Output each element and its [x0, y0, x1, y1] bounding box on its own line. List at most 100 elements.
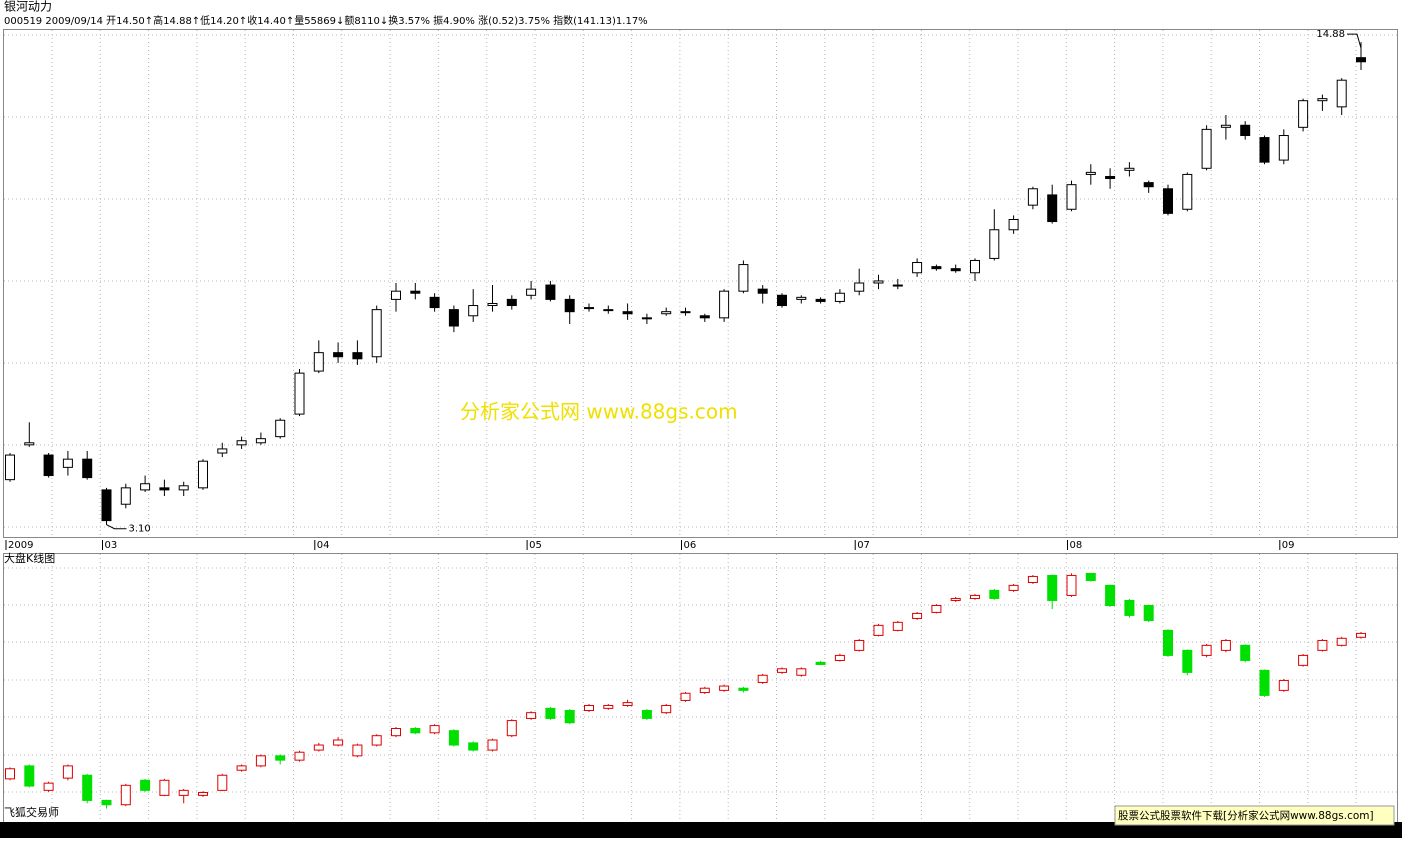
candle-body	[699, 315, 710, 319]
candle-body	[275, 755, 286, 761]
candle-body	[1240, 644, 1251, 661]
candle-body	[912, 262, 923, 274]
candle-body	[101, 799, 112, 806]
candle-body	[931, 266, 942, 270]
candle-body	[1008, 584, 1019, 591]
candle-body	[1027, 188, 1038, 206]
candle-body	[892, 284, 903, 287]
candle-body	[178, 485, 189, 491]
candle-body	[796, 296, 807, 300]
candle-body	[5, 768, 15, 780]
candle-body	[661, 704, 672, 714]
candle-body	[217, 448, 228, 454]
candle-body	[333, 739, 344, 746]
candle-body	[1201, 644, 1212, 656]
candle-body	[506, 298, 517, 307]
candle-body	[815, 298, 826, 302]
candle-body	[1220, 124, 1231, 128]
x-tick-label: 05	[529, 540, 542, 551]
candle-body	[545, 284, 556, 300]
candle-body	[313, 744, 324, 751]
candle-body	[970, 594, 980, 599]
candle-body	[294, 751, 305, 761]
candle-body	[1027, 575, 1038, 583]
candle-body	[101, 489, 112, 522]
candle-body	[333, 352, 344, 358]
candle-body	[448, 730, 459, 746]
candle-body	[1336, 637, 1347, 646]
candle-body	[506, 720, 517, 737]
candle-body	[1356, 57, 1366, 63]
candle-body	[1085, 572, 1096, 581]
candle-body	[931, 605, 942, 613]
candle-body	[970, 259, 980, 274]
candle-body	[738, 687, 749, 691]
candle-body	[294, 372, 305, 415]
candle-body	[834, 292, 845, 302]
candle-body	[796, 668, 807, 676]
candle-body	[1047, 194, 1058, 223]
candle-body	[584, 704, 594, 712]
candle-body	[82, 458, 93, 479]
candle-body	[236, 765, 247, 771]
watermark: 分析家公式网 www.88gs.com	[460, 400, 738, 424]
candle-body	[1278, 679, 1289, 691]
x-tick-label: 08	[1070, 540, 1083, 551]
candle-body	[487, 739, 498, 751]
x-tick-label: 03	[105, 540, 118, 551]
ad-box	[1114, 805, 1395, 826]
candle-body	[622, 702, 633, 706]
annotation-leader	[1347, 33, 1362, 49]
candle-body	[468, 742, 479, 751]
candle-body	[352, 352, 363, 360]
x-tick-label: 06	[684, 540, 697, 551]
header-line: 000519 2009/09/14 开14.50↑高14.88↑低14.20↑收…	[4, 14, 648, 27]
candle-body	[1143, 605, 1154, 621]
candle-body	[43, 454, 54, 477]
candle-body	[564, 298, 575, 313]
candle-body	[989, 229, 1000, 259]
candle-body	[1008, 219, 1019, 231]
candle-body	[777, 294, 787, 307]
candle-body	[1143, 182, 1154, 188]
candle-body	[1182, 649, 1193, 673]
candle-body	[699, 687, 710, 694]
candle-body	[777, 668, 787, 673]
candle-body	[120, 487, 131, 505]
candle-body	[1259, 137, 1270, 163]
annotation-label: 14.88	[1316, 29, 1345, 40]
candle-body	[1220, 639, 1231, 651]
candle-body	[1105, 175, 1116, 180]
candle-body	[1085, 171, 1096, 175]
index-title: 大盘K线图	[4, 551, 55, 565]
candle-body	[854, 282, 865, 292]
candle-body	[1066, 184, 1077, 210]
candle-body	[564, 710, 575, 724]
candle-body	[641, 317, 652, 320]
candle-body	[371, 309, 382, 358]
candle-body	[526, 712, 537, 719]
candle-body	[719, 685, 730, 691]
candle-body	[1124, 167, 1135, 171]
candle-body	[1259, 669, 1270, 696]
candle-body	[1047, 574, 1058, 601]
candle-body	[429, 725, 440, 734]
candle-body	[468, 305, 479, 317]
candle-body	[1298, 100, 1309, 128]
candle-body	[622, 311, 633, 315]
candle-body	[1201, 128, 1212, 169]
candle-body	[950, 597, 961, 601]
candle-body	[719, 290, 730, 319]
candle-body	[661, 311, 672, 315]
annotation-label: 3.10	[129, 524, 151, 535]
candle-body	[1163, 188, 1173, 214]
candle-body	[641, 710, 652, 719]
candle-body	[62, 458, 73, 468]
candle-body	[391, 290, 401, 300]
candle-body	[410, 727, 421, 734]
candle-body	[815, 661, 826, 665]
app-name: 飞狐交易师	[4, 805, 59, 819]
candle-body	[1105, 584, 1116, 607]
